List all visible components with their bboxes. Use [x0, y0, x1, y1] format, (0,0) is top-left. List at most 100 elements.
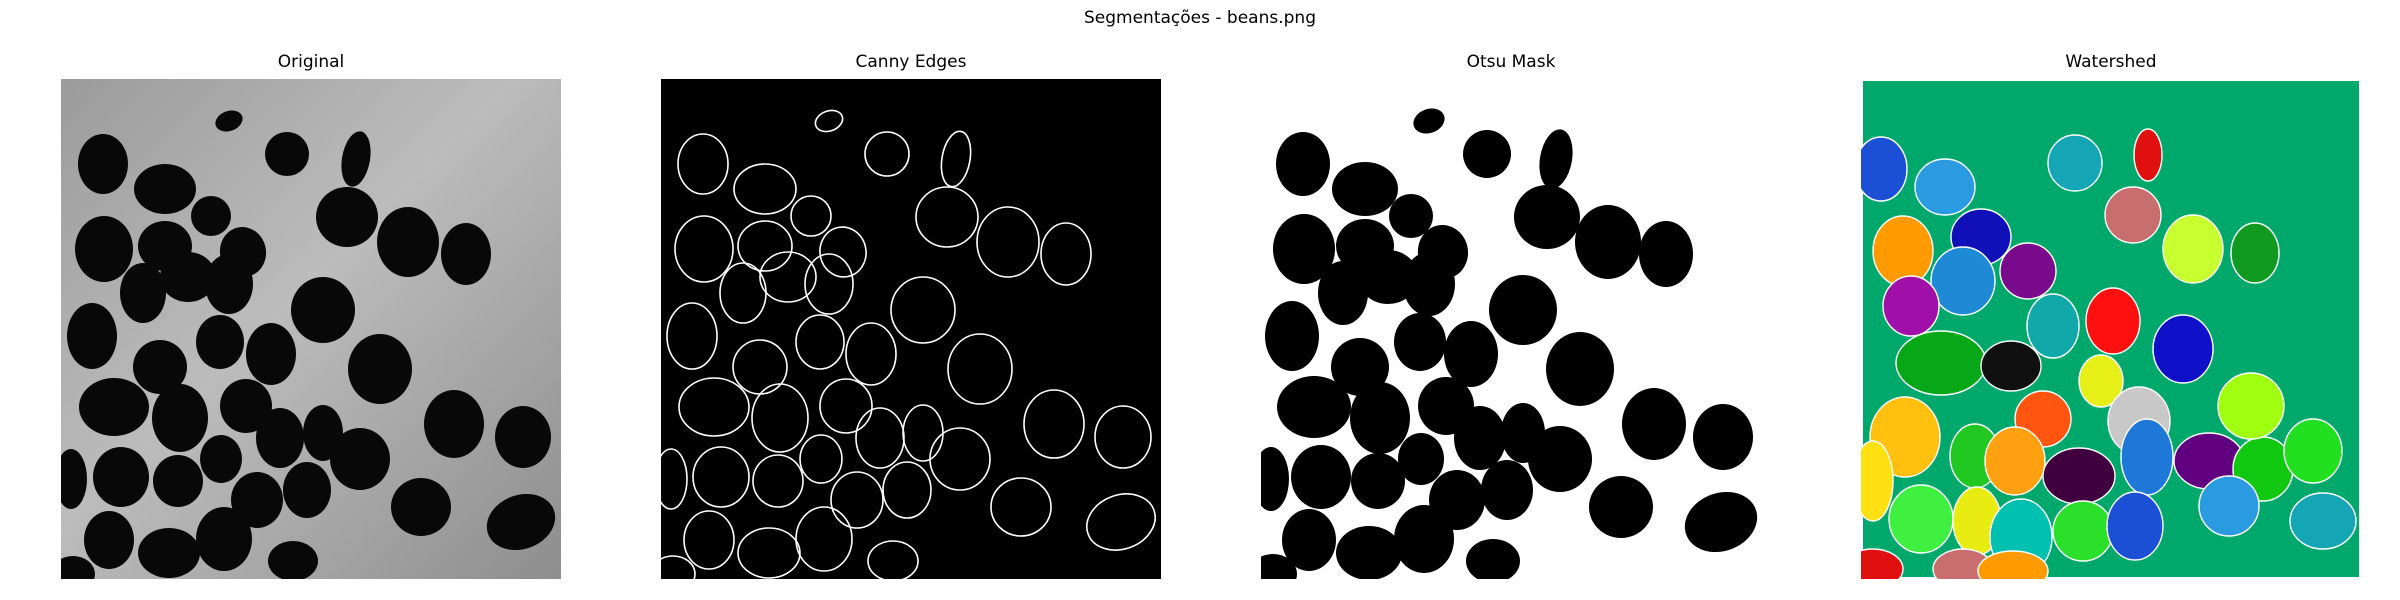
mask-blob-35 [1481, 460, 1533, 520]
edge-contour-27 [929, 427, 991, 491]
bean-39 [138, 528, 200, 578]
mask-blob-4 [1276, 132, 1330, 196]
edge-contour-1 [814, 109, 844, 133]
edge-contour-41 [867, 540, 919, 579]
mask-blob-2 [1463, 130, 1511, 178]
edge-contour-4 [677, 133, 729, 195]
edge-contour-42 [661, 555, 696, 579]
bean-28 [424, 390, 484, 458]
watershed-region-11 [2230, 222, 2280, 284]
mask-blob-42 [1261, 554, 1297, 579]
panel-watershed: Watershed [1861, 52, 2361, 579]
mask-blob-29 [1693, 404, 1753, 470]
mask-blob-36 [1589, 476, 1653, 538]
edge-contour-36 [990, 477, 1052, 537]
edge-contour-17 [845, 322, 897, 386]
mask-blob-20 [1394, 313, 1446, 371]
watershed-region-10 [2162, 214, 2224, 284]
mask-blob-30 [1261, 447, 1289, 511]
watershed-region-30 [1861, 440, 1894, 522]
bean-15 [205, 254, 253, 314]
bean-18 [67, 303, 117, 369]
watershed-region-4 [2133, 128, 2163, 182]
edges-background [661, 79, 1161, 579]
bean-22 [79, 378, 149, 436]
bean-23 [152, 384, 208, 452]
watershed-region-14 [2085, 287, 2141, 355]
edge-contour-30 [661, 448, 688, 510]
mask-blob-6 [1389, 194, 1433, 238]
bean-31 [93, 447, 149, 507]
watershed-region-24 [2042, 447, 2116, 505]
figure-title: Segmentações - beans.png [1084, 8, 1316, 28]
mask-blob-23 [1350, 382, 1410, 454]
mask-blob-31 [1291, 445, 1351, 509]
edge-contour-12 [1040, 222, 1092, 286]
edge-contour-33 [799, 434, 843, 484]
mask-blob-41 [1466, 539, 1520, 579]
panel-title-original: Original [277, 52, 345, 72]
edge-contour-2 [864, 131, 910, 177]
panel-otsu-mask: Otsu Mask [1261, 52, 1761, 579]
watershed-region-16 [1895, 330, 1987, 396]
watershed-region-35 [2106, 491, 2164, 561]
watershed-region-17 [1980, 340, 2042, 392]
watershed-region-12 [1882, 275, 1940, 337]
watershed-region-5 [2104, 186, 2162, 244]
edge-contour-34 [830, 471, 884, 529]
mask-blob-38 [1282, 509, 1336, 571]
edge-contour-40 [795, 506, 853, 572]
watershed-region-13 [2026, 293, 2080, 359]
bean-34 [231, 472, 283, 528]
bean-5 [134, 164, 196, 214]
mask-blob-8 [1273, 214, 1335, 284]
bean-16 [291, 277, 355, 343]
panel-title-otsu: Otsu Mask [1466, 52, 1556, 72]
bean-14 [160, 252, 216, 302]
edge-contour-35 [882, 461, 932, 519]
panel-title-watershed: Watershed [2065, 52, 2157, 72]
mask-blob-18 [1265, 301, 1319, 371]
otsu-mask-image [1261, 79, 1761, 579]
edge-contour-28 [1023, 389, 1085, 459]
edge-contour-11 [976, 206, 1040, 278]
mask-blob-37 [1684, 491, 1758, 553]
mask-blob-3 [1539, 129, 1573, 189]
bean-35 [283, 462, 331, 518]
watershed-region-28 [2217, 372, 2285, 440]
bean-8 [75, 216, 133, 282]
mask-blob-22 [1277, 376, 1351, 438]
mask-blob-15 [1403, 252, 1455, 316]
bean-17 [246, 323, 296, 385]
bean-27 [330, 428, 390, 490]
canny-edges-image [661, 79, 1161, 579]
bean-4 [78, 134, 128, 194]
edge-contour-16 [890, 276, 956, 344]
watershed-region-18 [2078, 354, 2124, 408]
bean-6 [191, 196, 231, 236]
bean-19 [133, 340, 187, 394]
bean-25 [256, 408, 304, 468]
edge-contour-31 [692, 446, 750, 508]
bean-11 [377, 207, 439, 277]
mask-blob-32 [1351, 453, 1405, 509]
watershed-region-6 [1872, 215, 1934, 287]
watershed-region-38 [1861, 548, 1904, 579]
mask-blob-21 [1546, 332, 1614, 406]
panel-original: Original [61, 52, 561, 579]
edge-contour-39 [737, 527, 801, 579]
edge-contour-20 [795, 314, 845, 370]
edge-contour-18 [666, 302, 718, 370]
watershed-region-31 [1888, 484, 1954, 554]
edge-contour-5 [733, 163, 797, 215]
bean-41 [268, 541, 318, 579]
watershed-region-3 [2047, 134, 2103, 192]
edge-contour-9 [737, 220, 793, 272]
bean-24 [220, 379, 272, 433]
watershed-image [1861, 79, 2361, 579]
mask-blob-5 [1332, 162, 1398, 216]
bean-13 [120, 263, 166, 323]
mask-blob-25 [1454, 406, 1506, 470]
panel-canny-edges: Canny Edges [661, 52, 1161, 579]
mask-blob-17 [1444, 321, 1498, 387]
